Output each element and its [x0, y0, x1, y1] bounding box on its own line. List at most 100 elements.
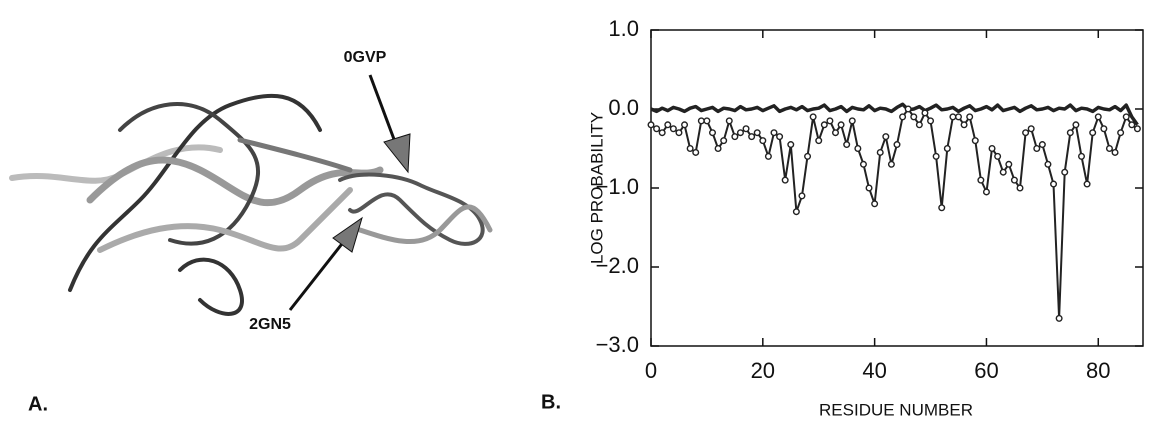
data-point [904, 105, 912, 113]
data-point [899, 113, 907, 121]
x-tick-label: 40 [862, 358, 886, 383]
data-point [681, 121, 689, 129]
data-point [1111, 148, 1119, 156]
data-point [792, 208, 800, 216]
data-point [1133, 125, 1141, 133]
data-point [720, 137, 728, 145]
plot-frame [650, 29, 1144, 347]
y-axis-label: LOG PROBABILITY [587, 112, 606, 264]
data-point [843, 141, 851, 149]
data-point [809, 113, 817, 121]
data-point [871, 200, 879, 208]
data-point [1027, 125, 1035, 133]
data-point [927, 117, 935, 125]
x-axis-label: RESIDUE NUMBER [819, 400, 973, 419]
data-point [887, 160, 895, 168]
data-point [820, 121, 828, 129]
annotation: 2GN5 [249, 316, 291, 333]
data-point [787, 141, 795, 149]
data-point [731, 133, 739, 141]
data-point [932, 152, 940, 160]
series-line [650, 102, 1139, 126]
y-tick-label: −2.0 [596, 253, 639, 278]
data-point [647, 121, 655, 129]
data-point [893, 141, 901, 149]
data-point [826, 117, 834, 125]
data-point [1061, 168, 1069, 176]
data-point [1010, 176, 1018, 184]
data-point [815, 137, 823, 145]
data-point [798, 192, 806, 200]
data-point [943, 144, 951, 152]
data-point [1089, 129, 1097, 137]
data-point [697, 117, 705, 125]
data-point [971, 137, 979, 145]
data-point [714, 144, 722, 152]
data-point [686, 144, 694, 152]
data-point [1117, 129, 1125, 137]
data-point [882, 133, 890, 141]
data-point [1100, 125, 1108, 133]
data-point [832, 129, 840, 137]
data-point [960, 121, 968, 129]
data-point [1038, 141, 1046, 149]
data-point [1050, 180, 1058, 188]
data-point [692, 148, 700, 156]
data-point [781, 176, 789, 184]
data-point [748, 133, 756, 141]
data-point [709, 129, 717, 137]
data-point [653, 125, 661, 133]
panel-label: B. [541, 391, 561, 413]
data-point [837, 121, 845, 129]
data-point [910, 113, 918, 121]
data-point [1083, 180, 1091, 188]
data-point [1072, 121, 1080, 129]
data-point [921, 109, 929, 117]
series-line [650, 108, 1138, 320]
data-point [658, 129, 666, 137]
data-point [938, 204, 946, 212]
data-point [1044, 160, 1052, 168]
x-tick-label: 60 [974, 358, 998, 383]
panel-label: A. [28, 393, 48, 415]
data-point [742, 125, 750, 133]
data-point [1066, 129, 1074, 137]
data-point [736, 129, 744, 137]
data-point [999, 168, 1007, 176]
data-point [1077, 152, 1085, 160]
data-point [915, 121, 923, 129]
annotation: 0GVP [344, 49, 387, 66]
data-point [1022, 129, 1030, 137]
data-point [725, 117, 733, 125]
data-point [669, 125, 677, 133]
data-point [1033, 144, 1041, 152]
arrows [288, 74, 411, 311]
data-point [1128, 121, 1136, 129]
data-point [955, 113, 963, 121]
data-point [804, 152, 812, 160]
data-point [949, 113, 957, 121]
data-point [1055, 314, 1063, 322]
data-point [675, 129, 683, 137]
data-point [865, 184, 873, 192]
data-point [966, 113, 974, 121]
data-point [982, 188, 990, 196]
data-point [1094, 113, 1102, 121]
data-point [876, 148, 884, 156]
data-point [753, 129, 761, 137]
data-point [764, 152, 772, 160]
data-point [994, 152, 1002, 160]
data-point [1016, 184, 1024, 192]
y-tick-label: −1.0 [596, 174, 639, 199]
data-point [1005, 160, 1013, 168]
data-point [1105, 144, 1113, 152]
y-tick-label: −3.0 [596, 332, 639, 357]
data-point [859, 160, 867, 168]
data-point [854, 144, 862, 152]
y-tick-label: 1.0 [608, 16, 639, 41]
x-tick-label: 0 [645, 358, 657, 383]
data-point [770, 129, 778, 137]
data-point [1122, 113, 1130, 121]
data-point [776, 133, 784, 141]
